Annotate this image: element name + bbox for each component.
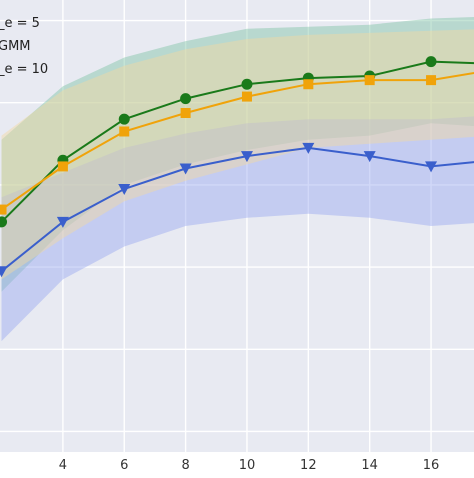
x-tick-label-4: 12	[300, 458, 317, 473]
point-series-1-7	[426, 56, 437, 67]
legend-entry-series-3: _e = 10	[0, 62, 48, 77]
legend-entry-series-2: GMM	[0, 39, 31, 54]
legend-entry-series-1: _e = 5	[0, 16, 40, 31]
x-tick-label-3: 10	[239, 458, 256, 473]
point-series-3-0	[0, 205, 7, 215]
x-tick-label-0: 4	[59, 458, 67, 473]
point-series-3-2	[119, 126, 129, 136]
point-series-1-3	[180, 93, 191, 104]
point-series-3-3	[181, 108, 191, 118]
point-series-1-4	[241, 79, 252, 90]
x-tick-label-1: 6	[120, 458, 128, 473]
point-series-3-4	[242, 92, 252, 102]
point-series-1-2	[119, 114, 130, 125]
point-series-3-6	[365, 75, 375, 85]
x-tick-label-6: 16	[423, 458, 440, 473]
point-series-3-5	[303, 79, 313, 89]
point-series-3-1	[58, 161, 68, 171]
x-tick-label-5: 14	[361, 458, 378, 473]
x-tick-labels: 4 6 8 10 12 14 16	[59, 458, 440, 473]
point-series-3-7	[426, 75, 436, 85]
x-tick-label-2: 8	[181, 458, 189, 473]
